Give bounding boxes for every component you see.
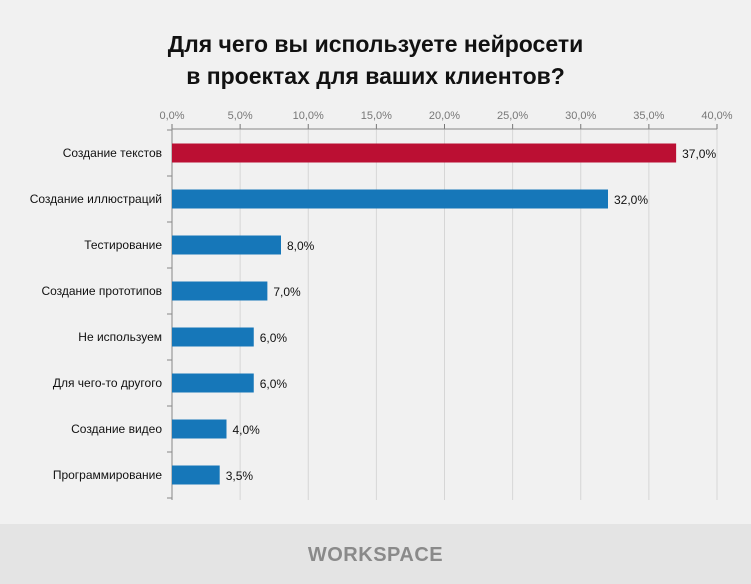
data-label: 7,0% xyxy=(273,285,301,299)
footer: WORKSPACE xyxy=(0,524,751,584)
x-tick-label: 0,0% xyxy=(159,110,184,122)
bar xyxy=(172,281,268,301)
workspace-logo: WORKSPACE xyxy=(307,544,444,566)
category-label: Тестирование xyxy=(84,238,162,252)
data-label: 8,0% xyxy=(287,239,315,253)
x-tick-label: 30,0% xyxy=(565,110,596,122)
category-label: Создание прототипов xyxy=(41,284,162,298)
data-label: 6,0% xyxy=(260,331,288,345)
x-tick-label: 5,0% xyxy=(228,110,253,122)
data-label: 3,5% xyxy=(226,469,254,483)
data-label: 37,0% xyxy=(682,147,716,161)
bar xyxy=(172,143,677,163)
x-tick-label: 40,0% xyxy=(701,110,732,122)
category-label: Программирование xyxy=(53,468,162,482)
x-tick-label: 20,0% xyxy=(429,110,460,122)
x-tick-label: 35,0% xyxy=(633,110,664,122)
x-tick-label: 25,0% xyxy=(497,110,528,122)
bar xyxy=(172,235,281,255)
category-label: Не используем xyxy=(78,330,162,344)
bar xyxy=(172,327,254,347)
chart-title: Для чего вы используете нейросети в прое… xyxy=(0,28,751,92)
data-label: 4,0% xyxy=(233,423,261,437)
category-label: Создание иллюстраций xyxy=(30,192,162,206)
bar xyxy=(172,189,608,209)
category-label: Для чего-то другого xyxy=(53,376,162,390)
data-label: 6,0% xyxy=(260,377,288,391)
bar xyxy=(172,465,220,485)
category-label: Создание видео xyxy=(71,422,162,436)
chart-title-line-1: Для чего вы используете нейросети xyxy=(167,31,584,57)
bar-chart: 0,0% 5,0% 10,0% 15,0% 20,0% 25,0% 30,0% 35,0% 40… xyxy=(30,110,733,500)
category-label: Создание текстов xyxy=(63,146,162,160)
bar xyxy=(172,373,254,393)
x-tick-label: 15,0% xyxy=(361,110,392,122)
chart-title-line-2: в проектах для ваших клиентов? xyxy=(186,63,565,89)
data-label: 32,0% xyxy=(614,193,648,207)
x-tick-label: 10,0% xyxy=(293,110,324,122)
bar xyxy=(172,419,227,439)
